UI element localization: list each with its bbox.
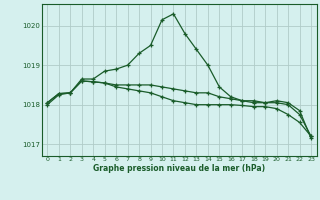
X-axis label: Graphe pression niveau de la mer (hPa): Graphe pression niveau de la mer (hPa) — [93, 164, 265, 173]
